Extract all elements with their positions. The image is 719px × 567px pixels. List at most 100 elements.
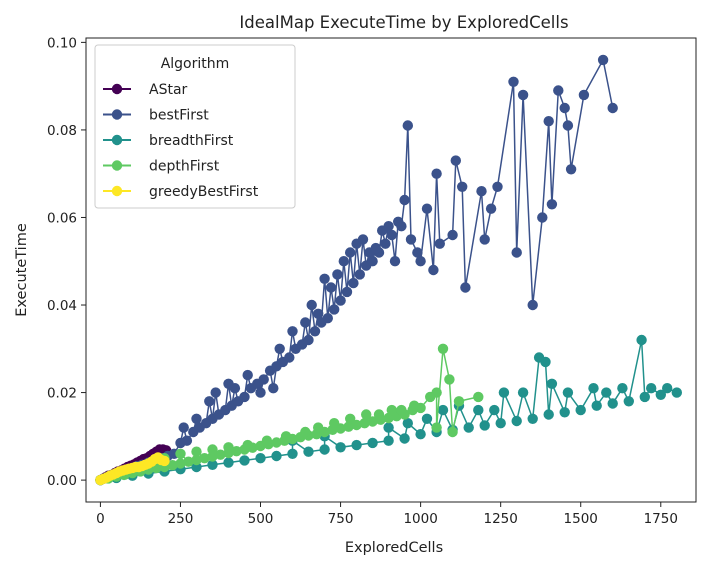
data-point: [181, 435, 193, 446]
data-point: [367, 256, 378, 267]
data-point: [191, 413, 202, 424]
data-point: [473, 404, 484, 416]
data-point: [343, 421, 354, 432]
data-point: [636, 334, 647, 346]
data-point: [562, 387, 574, 398]
legend: Algorithm AStar bestFirst breadthFirst dept…: [94, 44, 296, 209]
data-point: [434, 238, 445, 249]
data-point: [517, 387, 529, 398]
data-point: [473, 391, 484, 403]
data-point: [444, 374, 455, 385]
data-point: [447, 426, 458, 438]
data-point: [415, 256, 426, 267]
data-point: [402, 120, 413, 131]
x-tick-label: 0: [96, 511, 105, 527]
y-tick-label: 0.10: [47, 35, 77, 51]
data-point: [335, 295, 346, 306]
data-point: [479, 234, 490, 245]
data-point: [159, 455, 170, 467]
data-point: [332, 269, 343, 280]
legend-entry: depthFirst: [103, 159, 220, 175]
y-tick-label: 0.00: [47, 473, 77, 489]
data-point: [231, 446, 242, 457]
legend-swatch-marker: [111, 83, 123, 95]
data-point: [639, 391, 650, 403]
legend-box: [94, 44, 296, 209]
data-point: [383, 221, 394, 232]
data-point: [527, 299, 538, 311]
data-point: [239, 455, 250, 466]
data-point: [367, 416, 378, 427]
data-point: [335, 442, 346, 453]
data-point: [389, 256, 401, 267]
data-point: [300, 426, 311, 438]
data-point: [511, 415, 522, 427]
data-point: [655, 389, 666, 400]
data-point: [575, 404, 586, 416]
data-point: [453, 396, 465, 407]
data-point: [306, 299, 317, 311]
data-point: [367, 437, 378, 449]
legend-swatch-marker: [111, 109, 123, 120]
data-point: [309, 326, 321, 337]
data-point: [380, 238, 391, 249]
data-point: [183, 456, 194, 467]
legend-title: Algorithm: [161, 56, 230, 72]
data-point: [207, 444, 218, 455]
data-point: [348, 277, 359, 289]
data-point: [178, 422, 189, 433]
legend-label: depthFirst: [149, 159, 220, 175]
data-point: [351, 439, 362, 451]
legend-entries: AStar bestFirst breadthFirst depthFirst gree…: [103, 82, 259, 200]
data-point: [543, 409, 554, 420]
y-tick-label: 0.06: [47, 210, 77, 226]
data-point: [175, 458, 186, 469]
data-point: [607, 102, 618, 114]
data-point: [313, 422, 324, 433]
plot-area: [95, 54, 682, 486]
data-point: [191, 446, 202, 457]
y-tick-label: 0.08: [47, 123, 77, 139]
data-point: [359, 418, 370, 429]
data-point: [546, 378, 558, 389]
data-point: [396, 221, 407, 232]
data-point: [588, 383, 599, 394]
y-axis: 0.00 0.02 0.04 0.06 0.08 0.10: [47, 35, 86, 489]
data-point: [409, 400, 420, 411]
plot-frame: [85, 37, 697, 503]
data-point: [261, 435, 273, 446]
data-point: [527, 413, 538, 424]
x-axis: 0 250 500 750 1000 1250 1500 1750: [96, 502, 678, 527]
data-point: [460, 282, 471, 293]
data-point: [415, 429, 426, 440]
data-point: [553, 85, 564, 96]
data-point: [562, 120, 574, 131]
y-tick-label: 0.04: [47, 298, 77, 314]
x-tick-label: 750: [328, 511, 354, 527]
data-point: [457, 181, 468, 192]
series-layer: [95, 54, 682, 486]
data-point: [495, 418, 506, 429]
x-axis-label: ExploredCells: [345, 540, 443, 556]
data-point: [578, 89, 590, 101]
data-point: [255, 453, 266, 464]
data-point: [191, 454, 202, 466]
data-point: [204, 396, 215, 407]
data-point: [607, 398, 618, 409]
data-point: [537, 212, 548, 223]
data-point: [421, 203, 433, 214]
series-bestFirst: [95, 54, 618, 486]
data-point: [239, 391, 250, 403]
data-point: [370, 242, 381, 254]
data-point: [287, 448, 298, 459]
data-point: [517, 89, 529, 101]
chart-title: IdealMap ExecuteTime by ExploredCells: [239, 13, 568, 32]
data-point: [229, 383, 241, 394]
data-point: [591, 400, 602, 411]
legend-swatch-marker: [111, 185, 123, 197]
data-point: [373, 409, 385, 420]
legend-swatch-marker: [111, 134, 123, 146]
data-point: [300, 317, 311, 328]
data-point: [479, 420, 490, 431]
legend-entry: bestFirst: [103, 108, 209, 124]
